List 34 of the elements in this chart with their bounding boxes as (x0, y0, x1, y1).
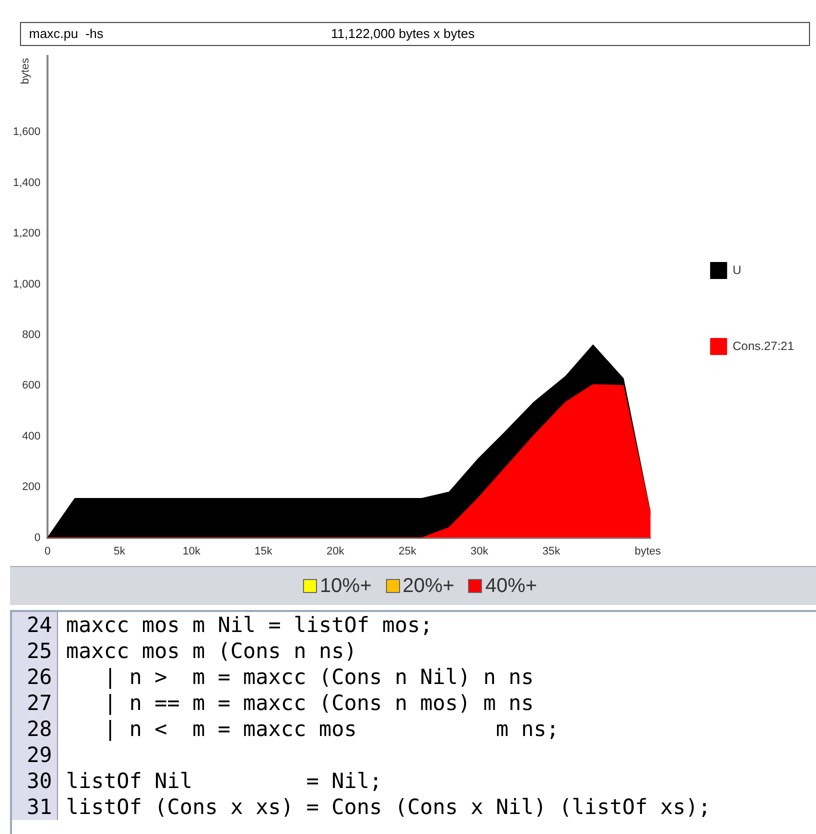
text: 31 listOf (Cons x xs) = Cons (Cons x Nil) (listOf xs); (26, 794, 711, 820)
x-tick-label: 35k (542, 545, 561, 558)
y-axis-title: bytes (20, 58, 32, 84)
text: 40%+ (485, 575, 538, 597)
text: 29 (12, 742, 58, 768)
y-tick-label: 1,200 (12, 228, 41, 240)
y-tick-label: 1,600 (12, 126, 41, 138)
x-tick-label: 15k (254, 545, 273, 558)
x-tick-label: 0 (44, 545, 51, 558)
text: 26 | n > m = maxcc (Cons n Nil) n ns (26, 665, 534, 689)
x-tick-label: 10k (182, 545, 201, 558)
x-tick-label: 30k (470, 545, 489, 558)
legend-label: Cons.27:21 (732, 338, 794, 353)
y-tick-label: 800 (22, 328, 41, 341)
text: 28 | n < m = maxcc mos m ns; (26, 717, 560, 741)
y-tick-label: 400 (22, 430, 41, 442)
y-tick-label: 1,000 (12, 278, 41, 290)
x-axis-title: bytes (634, 545, 662, 558)
text: 20%+ (402, 575, 454, 597)
y-tick-label: 0 (34, 532, 41, 544)
text: 10%+ (320, 575, 372, 597)
text: 27 | n == m = maxcc (Cons n mos) m ns (26, 691, 534, 715)
y-tick-label: 1,400 (12, 176, 41, 189)
legend-label: U (732, 262, 742, 277)
chart-subtitle: 11,122,000 bytes x bytes (331, 26, 475, 41)
text: 30 listOf Nil = Nil; (26, 768, 382, 794)
x-tick-label: 20k (326, 545, 345, 558)
x-tick-label: 25k (398, 545, 417, 558)
y-tick-label: 200 (22, 481, 41, 494)
text: 24 maxcc mos m Nil = listOf mos; (26, 612, 433, 638)
text: 25 maxcc mos m (Cons n ns) (26, 638, 357, 664)
chart-title: maxc.pu -hs (29, 26, 104, 41)
x-tick-label: 5k (114, 545, 126, 558)
y-tick-label: 600 (22, 380, 41, 392)
